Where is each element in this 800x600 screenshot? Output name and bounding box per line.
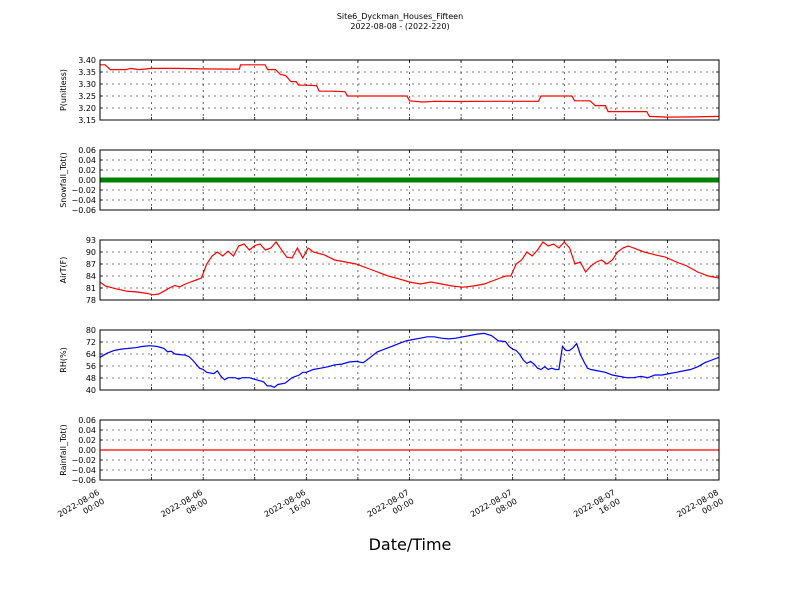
y-tick-label: 0.02 xyxy=(78,436,96,445)
y-tick-label: −0.02 xyxy=(71,456,96,465)
y-axis-label: AirT(F) xyxy=(59,257,68,284)
panel-1: 3.40 3.35 3.30 3.25 3.20 3.15 P(unitless) xyxy=(59,56,720,125)
y-tick-label: 3.30 xyxy=(78,80,96,89)
y-tick-label: 87 xyxy=(86,260,96,269)
y-axis-label: Snowfall_Tot() xyxy=(59,152,68,208)
x-tick-label: 2022-08-0800:00 xyxy=(675,488,725,528)
chart-subtitle: 2022-08-08 - (2022-220) xyxy=(350,22,449,31)
y-tick-label: 40 xyxy=(86,386,96,395)
y-tick-label: 78 xyxy=(86,296,96,305)
panel-frame xyxy=(99,59,720,121)
y-tick-label: 93 xyxy=(86,236,96,245)
y-tick-label: 0.00 xyxy=(78,176,96,185)
y-axis-label: RH(%) xyxy=(59,347,68,372)
panel-frame xyxy=(99,329,720,391)
x-tick-label: 2022-08-0700:00 xyxy=(366,488,416,528)
y-tick-label: −0.02 xyxy=(71,186,96,195)
x-tick-label: 2022-08-0600:00 xyxy=(56,488,106,528)
y-tick-label: 3.25 xyxy=(78,92,96,101)
panel-frame xyxy=(99,419,720,481)
panel-frame xyxy=(99,149,720,211)
y-tick-label: −0.04 xyxy=(71,466,96,475)
y-tick-label: 0.06 xyxy=(78,146,96,155)
panel-4: 80 72 64 56 48 40 RH(%) xyxy=(59,326,720,395)
y-tick-label: −0.06 xyxy=(71,206,96,215)
panel-5: 0.060.040.020.00−0.02−0.04−0.06Rainfall_… xyxy=(59,416,720,485)
y-tick-label: 80 xyxy=(86,326,96,335)
y-tick-label: 0.00 xyxy=(78,446,96,455)
y-tick-label: 0.02 xyxy=(78,166,96,175)
x-tick-label: 2022-08-0608:00 xyxy=(159,488,209,528)
panel-2: 0.060.040.020.00−0.02−0.04−0.06Snowfall_… xyxy=(59,146,720,215)
series-line xyxy=(99,332,720,388)
y-tick-label: 0.06 xyxy=(78,416,96,425)
y-tick-label: 56 xyxy=(86,362,96,371)
panel-frame xyxy=(99,239,720,301)
chart-panels: 3.403.353.303.253.203.15P(unitless)0.060… xyxy=(59,56,720,485)
y-tick-label: 3.20 xyxy=(78,104,96,113)
y-tick-label: −0.06 xyxy=(71,476,96,485)
y-axis-label: P(unitless) xyxy=(59,69,68,111)
y-tick-label: 3.15 xyxy=(78,116,96,125)
y-axis-label: Rainfall_Tot() xyxy=(59,424,68,476)
y-tick-label: 3.40 xyxy=(78,56,96,65)
series-line xyxy=(100,64,720,118)
x-tick-label: 2022-08-0708:00 xyxy=(469,488,519,528)
y-tick-label: 0.04 xyxy=(78,426,96,435)
x-tick-label: 2022-08-0716:00 xyxy=(572,488,622,528)
x-tick-label: 2022-08-0616:00 xyxy=(263,488,313,528)
y-tick-label: 90 xyxy=(86,248,96,257)
y-tick-label: 84 xyxy=(86,272,96,281)
x-axis-ticks: 2022-08-0600:00 2022-08-0608:00 2022-08-06… xyxy=(56,488,725,528)
panel-3: 93 90 87 84 81 78 AirT(F) xyxy=(59,236,720,305)
y-tick-label: 72 xyxy=(86,338,96,347)
y-tick-label: 3.35 xyxy=(78,68,96,77)
y-tick-label: −0.04 xyxy=(71,196,96,205)
chart-title: Site6_Dyckman_Houses_Fifteen xyxy=(337,12,463,21)
series-line xyxy=(99,241,720,296)
y-tick-label: 0.04 xyxy=(78,156,96,165)
x-axis-label: Date/Time xyxy=(369,535,452,554)
y-tick-label: 48 xyxy=(86,374,96,383)
y-tick-label: 64 xyxy=(86,350,96,359)
y-tick-label: 81 xyxy=(86,284,96,293)
